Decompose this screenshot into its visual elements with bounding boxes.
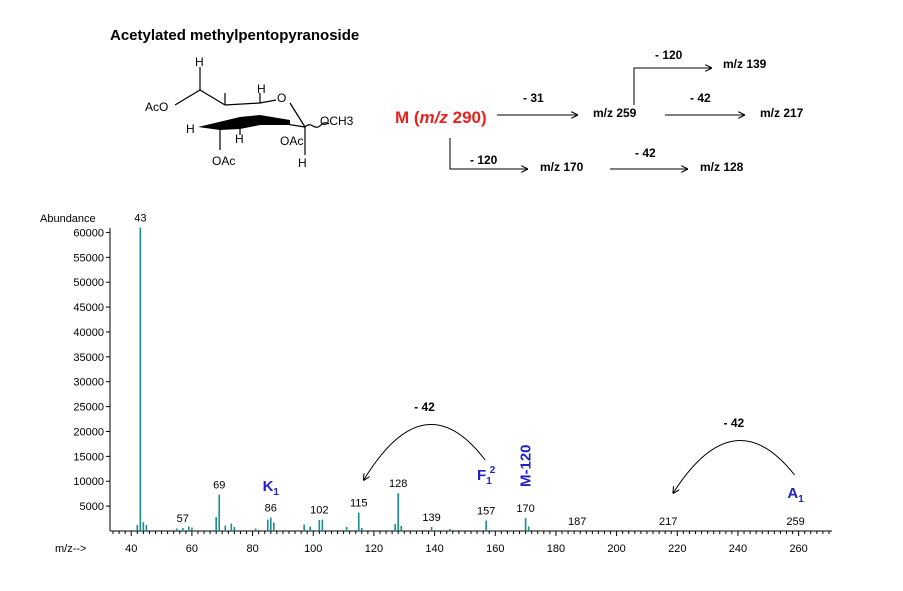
pyranose-structure-diagram: H AcO H H H O OCH3 OAc OAc H <box>145 55 354 170</box>
wavy-bond <box>304 122 330 128</box>
y-tick-label: 20000 <box>73 426 104 438</box>
y-ticks: 5000 10000 15000 20000 25000 30000 35000 40000 4… <box>73 227 110 513</box>
x-tick-label: 200 <box>607 543 625 555</box>
structure-label: H <box>235 132 244 146</box>
peak-label: 102 <box>310 505 328 517</box>
x-axis-title: m/z--> <box>55 543 86 555</box>
loss-label: - 31 <box>523 91 544 105</box>
peak-label: 57 <box>177 513 189 525</box>
y-tick-label: 10000 <box>73 476 104 488</box>
fragment-annotation: A1 <box>787 485 804 505</box>
y-tick-label: 55000 <box>73 252 104 264</box>
loss-arc <box>364 423 486 480</box>
fragment-annotation: K1 <box>263 478 280 498</box>
ring-wedge-bond <box>260 115 290 125</box>
fragment-annotation: F12 <box>477 465 496 487</box>
structure-label: H <box>195 55 204 69</box>
x-ticks: 40 60 80 100 120 140 160 180 200 220 240 260 <box>112 531 830 555</box>
x-tick-label: 180 <box>547 543 565 555</box>
fragment-annotations: K1 F12 A1 M-120 <box>263 444 805 505</box>
peak-label: 115 <box>350 498 368 510</box>
structure-label: OAc <box>280 134 303 148</box>
fragmentation-arrows <box>449 0 745 200</box>
y-tick-label: 35000 <box>73 352 104 364</box>
peak-labels: 43 57 69 86 102 115 128 139 157 170 187 217 259 <box>134 212 805 528</box>
x-tick-label: 240 <box>729 543 747 555</box>
loss-label: - 120 <box>470 153 498 167</box>
loss-arc <box>673 440 795 493</box>
mass-spectrum-chart: Abundance m/z--> 5000 10000 15000 20000 2500… <box>40 212 832 555</box>
y-tick-label: 40000 <box>73 327 104 339</box>
fragment-label: m/z 217 <box>760 106 804 120</box>
structure-label: H <box>298 156 307 170</box>
y-tick-label: 50000 <box>73 277 104 289</box>
x-tick-label: 140 <box>425 543 443 555</box>
loss-label: - 42 <box>635 146 656 160</box>
page-title: Acetylated methylpentopyranoside <box>110 27 360 44</box>
fragment-label: m/z 139 <box>723 57 767 71</box>
structure-label: O <box>277 91 286 105</box>
y-tick-label: 25000 <box>73 402 104 414</box>
x-tick-label: 60 <box>186 543 198 555</box>
peak-label: 157 <box>477 506 495 518</box>
ring-wedge-bond <box>198 115 260 130</box>
structure-label: OAc <box>212 154 235 168</box>
ring-bond <box>224 102 261 106</box>
parent-ion-label: M (m/z 290) <box>395 108 487 127</box>
fragment-label: m/z 259 <box>593 106 637 120</box>
loss-label: - 42 <box>690 91 711 105</box>
fragment-label: m/z 170 <box>540 160 584 174</box>
y-tick-label: 30000 <box>73 377 104 389</box>
y-tick-label: 15000 <box>73 451 104 463</box>
structure-label: H <box>186 122 195 136</box>
x-tick-label: 260 <box>789 543 807 555</box>
x-tick-label: 160 <box>486 543 504 555</box>
m-minus-120-annotation: M-120 <box>518 444 535 487</box>
loss-arc-label: - 42 <box>724 416 745 430</box>
arrow-m-to-170 <box>449 138 528 169</box>
peak-label: 128 <box>389 478 407 490</box>
loss-arcs: - 42 - 42 <box>364 400 795 493</box>
peak-label: 217 <box>659 516 677 528</box>
y-tick-label: 60000 <box>73 227 104 239</box>
oac-bond <box>174 89 201 106</box>
y-axis-title: Abundance <box>40 213 96 225</box>
peak-label: 187 <box>568 516 586 528</box>
arrow-259-to-139 <box>633 68 712 105</box>
fragment-label: m/z 128 <box>700 160 744 174</box>
ring-bond <box>259 99 277 104</box>
peak-label: 170 <box>516 503 534 515</box>
x-tick-label: 120 <box>365 543 383 555</box>
peak-label: 43 <box>134 212 146 224</box>
peak-label: 69 <box>213 480 225 492</box>
structure-label: H <box>257 82 266 96</box>
x-tick-label: 80 <box>246 543 258 555</box>
ring-bond <box>289 102 306 128</box>
peaks <box>136 227 530 531</box>
x-tick-label: 100 <box>304 543 322 555</box>
x-tick-label: 220 <box>668 543 686 555</box>
ring-bond <box>199 89 226 106</box>
structure-label: OCH3 <box>320 114 354 128</box>
loss-label: - 120 <box>655 48 683 62</box>
peak-label: 86 <box>265 503 277 515</box>
peak-label: 259 <box>786 516 804 528</box>
x-tick-label: 40 <box>125 543 137 555</box>
y-tick-label: 5000 <box>80 501 104 513</box>
loss-arc-label: - 42 <box>414 400 435 414</box>
peak-label: 139 <box>422 512 440 524</box>
structure-label: AcO <box>145 100 168 114</box>
y-tick-label: 45000 <box>73 302 104 314</box>
